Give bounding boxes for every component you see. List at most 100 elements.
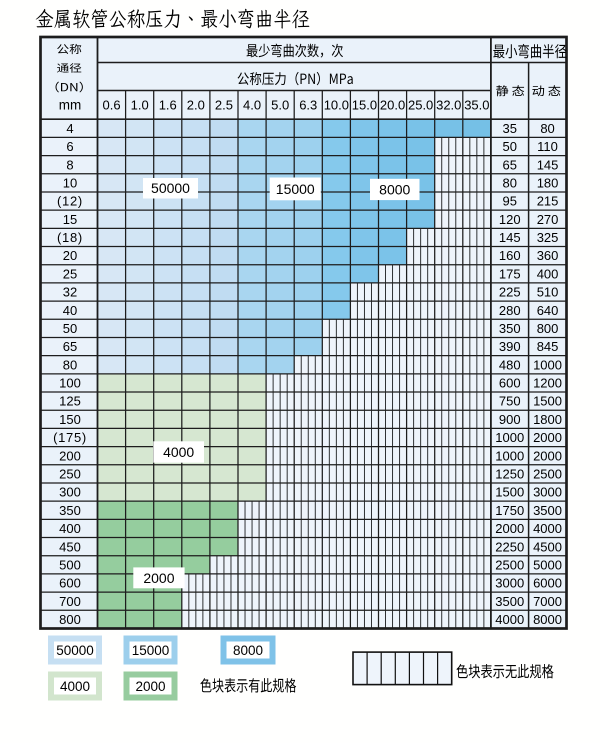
svg-text:2.5: 2.5: [215, 97, 233, 112]
svg-text:110: 110: [537, 139, 558, 154]
svg-text:700: 700: [59, 594, 81, 609]
svg-text:900: 900: [499, 412, 521, 427]
svg-text:125: 125: [59, 394, 81, 409]
svg-text:200: 200: [59, 448, 81, 463]
svg-text:4000: 4000: [163, 444, 194, 460]
svg-text:0.6: 0.6: [103, 97, 121, 112]
svg-text:1500: 1500: [533, 394, 562, 409]
svg-text:1200: 1200: [533, 376, 562, 391]
svg-text:2250: 2250: [495, 539, 524, 554]
svg-text:450: 450: [59, 539, 81, 554]
svg-text:25.0: 25.0: [408, 97, 433, 112]
svg-text:800: 800: [537, 321, 559, 336]
svg-text:4000: 4000: [60, 679, 90, 694]
svg-text:2500: 2500: [533, 466, 562, 481]
svg-text:4.0: 4.0: [243, 97, 261, 112]
svg-text:80: 80: [540, 121, 554, 136]
svg-text:65: 65: [63, 339, 77, 354]
svg-text:8000: 8000: [533, 612, 562, 627]
svg-text:50: 50: [503, 139, 517, 154]
svg-text:40: 40: [63, 303, 77, 318]
svg-text:1800: 1800: [533, 412, 562, 427]
svg-text:400: 400: [59, 521, 81, 536]
svg-text:(175): (175): [53, 430, 87, 445]
svg-text:2000: 2000: [135, 679, 165, 694]
svg-text:25: 25: [63, 266, 77, 281]
svg-text:120: 120: [499, 212, 521, 227]
svg-text:250: 250: [59, 466, 81, 481]
svg-text:225: 225: [499, 285, 521, 300]
svg-text:15.0: 15.0: [352, 97, 377, 112]
svg-text:360: 360: [537, 248, 559, 263]
svg-text:750: 750: [499, 394, 521, 409]
svg-text:300: 300: [59, 485, 81, 500]
svg-text:1000: 1000: [533, 357, 562, 372]
svg-text:1250: 1250: [495, 466, 524, 481]
svg-text:3000: 3000: [533, 485, 562, 500]
svg-text:80: 80: [63, 357, 77, 372]
svg-text:32.0: 32.0: [436, 97, 461, 112]
svg-text:4000: 4000: [533, 521, 562, 536]
svg-text:3000: 3000: [495, 576, 524, 591]
svg-text:500: 500: [59, 557, 81, 572]
svg-text:2.0: 2.0: [187, 97, 205, 112]
svg-text:2500: 2500: [495, 557, 524, 572]
svg-text:510: 510: [537, 285, 559, 300]
svg-text:800: 800: [59, 612, 81, 627]
svg-text:20.0: 20.0: [380, 97, 405, 112]
svg-text:1000: 1000: [495, 430, 524, 445]
svg-text:1000: 1000: [495, 448, 524, 463]
svg-text:8: 8: [66, 157, 73, 172]
svg-text:150: 150: [59, 412, 81, 427]
svg-text:4500: 4500: [533, 539, 562, 554]
svg-text:15: 15: [63, 212, 77, 227]
svg-text:20: 20: [63, 248, 77, 263]
svg-text:600: 600: [499, 376, 521, 391]
svg-text:215: 215: [537, 194, 559, 209]
svg-text:845: 845: [537, 339, 559, 354]
svg-text:480: 480: [499, 357, 521, 372]
svg-text:65: 65: [503, 157, 517, 172]
svg-text:600: 600: [59, 576, 81, 591]
svg-text:mm: mm: [59, 98, 82, 113]
svg-text:280: 280: [499, 303, 521, 318]
svg-text:145: 145: [499, 230, 521, 245]
svg-text:180: 180: [537, 175, 559, 190]
svg-text:10: 10: [63, 175, 77, 190]
svg-text:2000: 2000: [495, 521, 524, 536]
svg-text:(18): (18): [57, 230, 83, 245]
svg-text:50000: 50000: [151, 180, 190, 196]
svg-text:1750: 1750: [495, 503, 524, 518]
svg-text:270: 270: [537, 212, 559, 227]
svg-text:390: 390: [499, 339, 521, 354]
svg-text:15000: 15000: [132, 643, 170, 658]
svg-text:4000: 4000: [495, 612, 524, 627]
svg-text:50: 50: [63, 321, 77, 336]
svg-text:8000: 8000: [379, 181, 410, 197]
svg-text:32: 32: [63, 285, 77, 300]
svg-text:15000: 15000: [276, 181, 315, 197]
svg-text:35.0: 35.0: [464, 97, 489, 112]
svg-text:350: 350: [59, 503, 81, 518]
svg-text:350: 350: [499, 321, 521, 336]
svg-text:4: 4: [66, 121, 73, 136]
svg-text:100: 100: [59, 376, 81, 391]
svg-text:2000: 2000: [533, 448, 562, 463]
svg-text:5.0: 5.0: [271, 97, 289, 112]
svg-text:35: 35: [503, 121, 517, 136]
svg-text:640: 640: [537, 303, 559, 318]
svg-text:5000: 5000: [533, 557, 562, 572]
svg-text:6000: 6000: [533, 576, 562, 591]
svg-text:6: 6: [66, 139, 73, 154]
svg-text:6.3: 6.3: [299, 97, 317, 112]
svg-text:(12): (12): [57, 194, 83, 209]
svg-text:400: 400: [537, 266, 559, 281]
svg-text:2000: 2000: [143, 570, 174, 586]
svg-text:160: 160: [499, 248, 521, 263]
svg-text:1500: 1500: [495, 485, 524, 500]
svg-text:2000: 2000: [533, 430, 562, 445]
svg-text:10.0: 10.0: [324, 97, 349, 112]
svg-text:80: 80: [503, 175, 517, 190]
svg-text:8000: 8000: [233, 643, 263, 658]
svg-text:1.6: 1.6: [159, 97, 177, 112]
